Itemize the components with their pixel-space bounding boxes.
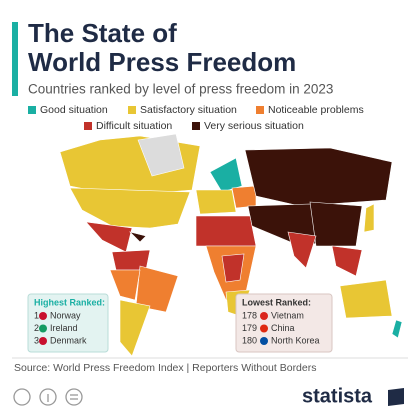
region	[231, 185, 257, 209]
flag-icon	[260, 312, 268, 320]
country: Ireland	[50, 323, 78, 333]
region	[109, 269, 141, 301]
legend-label: Noticeable problems	[268, 104, 364, 116]
brand: statista	[302, 385, 373, 407]
region	[309, 201, 363, 247]
legend-swatch	[256, 106, 264, 114]
source: Source: World Press Freedom Index | Repo…	[14, 362, 317, 374]
region	[209, 157, 243, 193]
rank: 179	[242, 323, 257, 333]
box	[27, 293, 109, 353]
subtitle: Countries ranked by level of press freed…	[28, 82, 333, 97]
region	[195, 215, 257, 247]
region	[391, 319, 403, 339]
flag-icon	[39, 324, 47, 333]
icon	[13, 388, 31, 406]
rank: 3	[34, 335, 39, 345]
lowest-box: Lowest Ranked: 178 Vietnam 179 China 180 Nort…	[235, 293, 333, 353]
region	[195, 189, 237, 215]
icon	[39, 388, 57, 406]
country: Norway	[50, 310, 81, 320]
box-title: Highest Ranked:	[34, 297, 105, 307]
region	[129, 231, 147, 243]
flag-icon	[39, 312, 47, 320]
legend-label: Satisfactory situation	[140, 104, 237, 116]
title-line: The State of	[28, 18, 177, 48]
box-title: Lowest Ranked:	[242, 297, 311, 307]
legend-swatch	[28, 106, 36, 114]
region	[363, 203, 375, 233]
accent-bar	[12, 22, 18, 96]
country: North Korea	[271, 335, 320, 345]
box	[235, 293, 333, 353]
flag-icon	[39, 337, 47, 345]
region	[331, 245, 363, 277]
rank: 178	[242, 310, 257, 320]
rank: 1	[34, 310, 39, 320]
legend-swatch	[84, 122, 92, 130]
world-map	[59, 133, 403, 357]
legend-label: Very serious situation	[204, 120, 304, 132]
rank: 180	[242, 335, 257, 345]
legend: Good situation Satisfactory situation Noti…	[28, 104, 364, 132]
legend-swatch	[192, 122, 200, 130]
flag-icon	[260, 337, 268, 345]
region	[221, 253, 245, 283]
region	[137, 133, 185, 177]
country: Denmark	[50, 335, 87, 345]
highest-box: Highest Ranked: 1 Norway 2 Ireland 3 Denmark	[27, 293, 109, 353]
country: Vietnam	[271, 310, 304, 320]
title-line: World Press Freedom	[28, 47, 296, 77]
icon	[65, 388, 83, 406]
legend-label: Difficult situation	[96, 120, 172, 132]
legend-swatch	[128, 106, 136, 114]
legend-label: Good situation	[40, 104, 108, 116]
region	[339, 279, 393, 319]
country: China	[271, 323, 295, 333]
rank: 2	[34, 323, 39, 333]
brand-icon	[388, 388, 404, 406]
license-icons	[13, 388, 83, 406]
region	[119, 299, 151, 357]
region	[135, 265, 179, 313]
region	[244, 147, 393, 207]
region	[69, 187, 191, 229]
region	[287, 231, 317, 269]
flag-icon	[260, 324, 268, 333]
